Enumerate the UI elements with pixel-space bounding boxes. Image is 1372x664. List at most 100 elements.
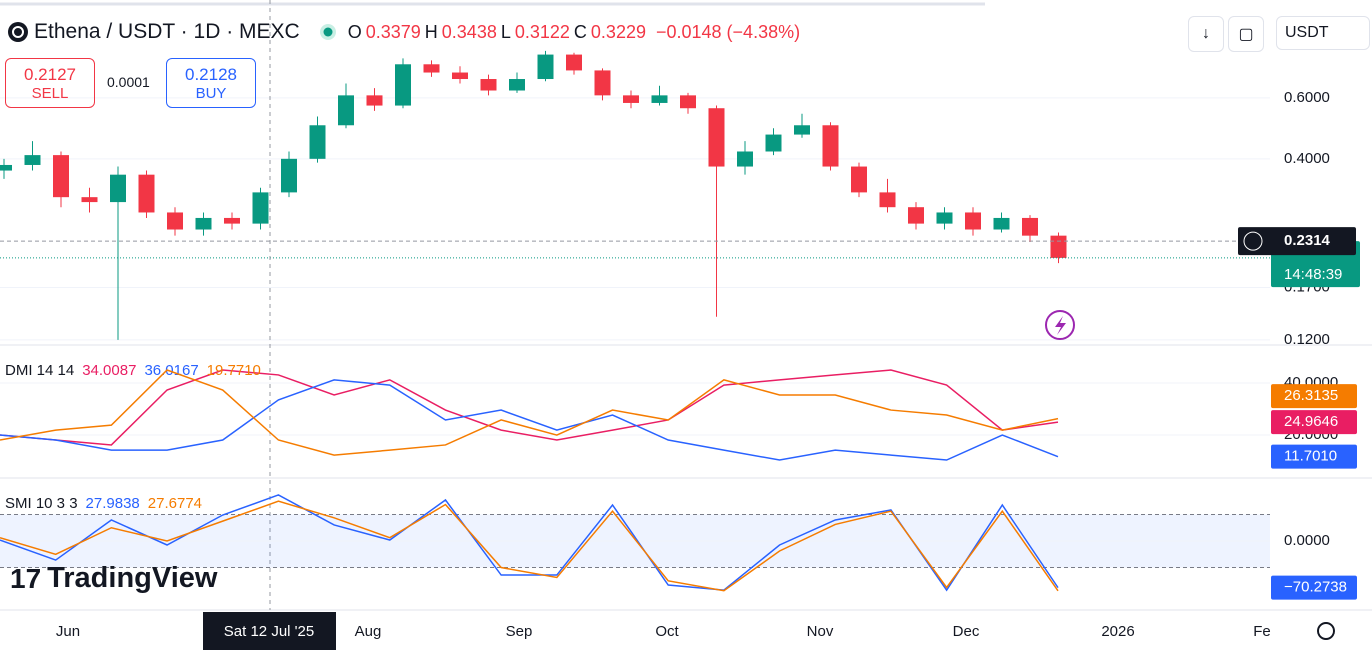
- candle-body: [110, 174, 126, 203]
- candle-body: [24, 155, 41, 165]
- indicator-line: [0, 369, 1059, 446]
- x-tick-label: Oct: [655, 623, 679, 640]
- x-tick-label: Aug: [355, 623, 382, 640]
- crosshair-date-box: [203, 612, 336, 650]
- candle-body: [708, 108, 725, 167]
- ohlc-label: O: [347, 21, 362, 42]
- y-tick-label: 0.6000: [1284, 89, 1330, 106]
- legend-value: 27.6774: [148, 495, 202, 512]
- indicator-label: DMI 14 14: [5, 362, 74, 379]
- last-value-label: −70.2738: [1284, 579, 1347, 596]
- header: Ethena / USDT · 1D · MEXC O 0.3379 H 0.343…: [6, 20, 800, 44]
- candle-body: [936, 212, 953, 224]
- candle-body: [594, 70, 611, 96]
- last-value-label: 11.7010: [1284, 448, 1337, 465]
- last-value-box: [1271, 410, 1357, 435]
- last-value-box: [1271, 384, 1357, 409]
- legend-value: 19.7710: [207, 362, 261, 379]
- candle-body: [53, 155, 69, 198]
- candle-body: [993, 217, 1010, 230]
- ohlc-value: 0.3122: [514, 21, 570, 42]
- indicator-label: SMI 10 3 3: [5, 495, 78, 512]
- y-tick-label: 0.0000: [1284, 532, 1330, 549]
- download-button[interactable]: ↓: [1188, 16, 1224, 52]
- x-tick-label: Fe: [1253, 623, 1271, 640]
- ohlc-value: 0.3379: [365, 21, 421, 42]
- symbol-icon: [8, 22, 28, 42]
- candle-body: [879, 192, 896, 208]
- candle-body: [366, 95, 383, 106]
- status-dot: [319, 24, 336, 40]
- watermark: 17 TradingView: [10, 562, 217, 595]
- buy-button[interactable]: 0.2128 BUY: [166, 58, 256, 108]
- legend-value: 27.9838: [86, 495, 140, 512]
- watermark-text: TradingView: [47, 562, 218, 594]
- sell-label: SELL: [31, 84, 69, 102]
- candle-body: [195, 217, 212, 230]
- last-price-box: [1238, 227, 1356, 256]
- candle-body: [737, 151, 753, 167]
- last-value-box: [1271, 575, 1357, 600]
- countdown: 14:48:39: [1284, 266, 1342, 283]
- add-alert-icon: [1243, 231, 1263, 251]
- indicator-line: [0, 369, 1059, 456]
- sell-price: 0.2127: [24, 64, 76, 84]
- candle-body: [480, 79, 497, 91]
- candle-body: [623, 95, 639, 103]
- ohlc-label: L: [500, 21, 511, 42]
- ohlc-label: C: [573, 21, 587, 42]
- fullscreen-button[interactable]: ▢: [1228, 16, 1264, 52]
- candle-body: [680, 95, 696, 109]
- last-value-label: 24.9646: [1284, 413, 1338, 430]
- spread: 0.0001: [107, 74, 150, 90]
- x-tick-label: Nov: [807, 623, 834, 640]
- crosshair-date: Sat 12 Jul '25: [224, 623, 314, 640]
- buy-price: 0.2128: [185, 64, 237, 84]
- candle-body: [452, 72, 468, 80]
- settings-icon: [1317, 622, 1335, 640]
- candle-body: [338, 95, 354, 126]
- lightning-icon: [1045, 310, 1075, 340]
- currency-select[interactable]: USDT: [1276, 16, 1370, 50]
- candle-body: [965, 212, 981, 230]
- candle-body: [509, 79, 525, 91]
- candle-body: [908, 207, 924, 224]
- candle-body: [281, 158, 297, 193]
- symbol[interactable]: Ethena / USDT · 1D · MEXC: [34, 20, 300, 43]
- candle-body: [167, 212, 183, 230]
- ohlc-value: 0.3438: [441, 21, 497, 42]
- indicator-line: [0, 500, 1059, 592]
- x-tick-label: Dec: [953, 623, 980, 640]
- candle-body: [81, 197, 98, 203]
- candle-body: [566, 54, 582, 71]
- x-tick-label: 2026: [1101, 623, 1134, 640]
- indicator-line: [0, 494, 1059, 592]
- candle-body: [537, 54, 554, 80]
- last-price-label: 0.2314: [1284, 232, 1331, 249]
- last-value-label: 26.3135: [1284, 387, 1338, 404]
- candle-body: [0, 164, 12, 171]
- candle-body: [423, 64, 440, 73]
- candle-body: [309, 125, 326, 159]
- change: −0.0148 (−4.38%): [655, 21, 801, 42]
- candle-body: [794, 125, 810, 135]
- y-tick-label: 0.1200: [1284, 331, 1330, 348]
- indicator-line: [0, 379, 1059, 461]
- lightning-bolt: [1055, 316, 1066, 335]
- legend-value: 34.0087: [82, 362, 136, 379]
- candle-body: [851, 166, 867, 193]
- candle-body: [224, 217, 240, 224]
- candle-body: [1050, 235, 1067, 258]
- candle-body: [395, 64, 411, 106]
- candle-body: [651, 95, 668, 103]
- candle-body: [252, 192, 269, 224]
- last-value-box: [1271, 444, 1357, 469]
- x-tick-label: Sep: [506, 623, 533, 640]
- currency: USDT: [1285, 24, 1329, 41]
- ohlc-value: 0.3229: [590, 21, 646, 42]
- candle-body: [765, 134, 782, 152]
- sell-button[interactable]: 0.2127 SELL: [5, 58, 95, 108]
- x-tick-label: Jun: [56, 623, 80, 640]
